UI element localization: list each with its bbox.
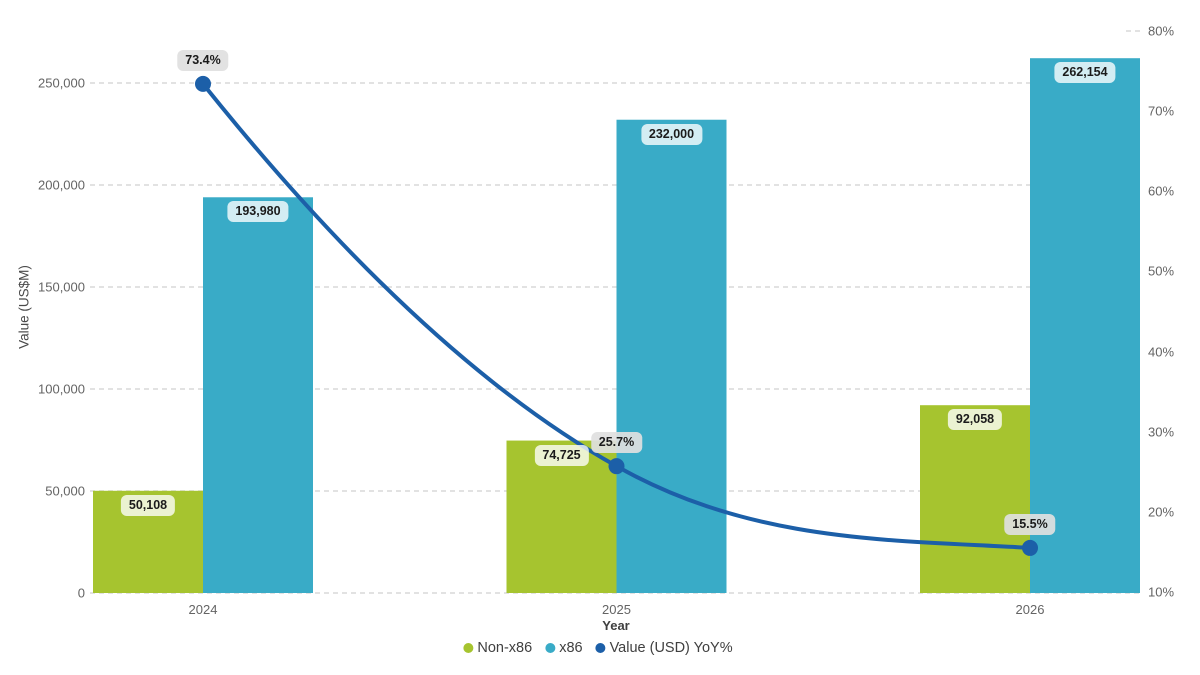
bar-x86-2026[interactable] <box>1030 58 1140 594</box>
yoy-point-2025[interactable] <box>608 458 625 475</box>
legend-dot-icon <box>545 643 556 653</box>
y-axis-tick-left: 0 <box>77 585 85 601</box>
legend-label: Value (USD) YoY% <box>609 640 733 656</box>
bar-x86-2025[interactable] <box>616 119 727 593</box>
yoy-point-2026[interactable] <box>1022 539 1038 556</box>
legend-dot-icon <box>595 643 606 653</box>
y-axis-tick-right: 60% <box>1148 183 1175 199</box>
y-axis-tick-left: 100,000 <box>38 381 85 397</box>
legend-item-Value (USD) YoY%[interactable]: Value (USD) YoY% <box>595 640 733 656</box>
x-axis-tick-2026: 2026 <box>1015 602 1045 617</box>
legend-item-x86[interactable]: x86 <box>545 640 583 656</box>
y-axis-left: 0 50,000 100,000 150,000 200,000 250,000 <box>0 0 85 675</box>
legend-label: x86 <box>559 640 583 656</box>
legend: Non-x86 x86 Value (USD) YoY% <box>463 640 733 656</box>
y-axis-tick-right: 10% <box>1148 584 1175 600</box>
bar-x86-2024[interactable] <box>203 197 313 593</box>
bar-Non-x86-2025[interactable] <box>506 440 617 593</box>
y-axis-tick-left: 250,000 <box>38 75 85 91</box>
legend-item-Non-x86[interactable]: Non-x86 <box>463 640 532 656</box>
y-axis-tick-right: 80% <box>1148 23 1175 39</box>
x-axis-title: Year <box>602 618 630 633</box>
y-axis-tick-right: 50% <box>1148 263 1175 279</box>
bar-Non-x86-2026[interactable] <box>920 405 1030 593</box>
y-axis-tick-left: 50,000 <box>45 483 85 499</box>
y-axis-tick-right: 70% <box>1148 103 1175 119</box>
x-axis-tick-2024: 2024 <box>188 602 218 617</box>
x-axis-tick-2025: 2025 <box>602 602 631 617</box>
y-axis-tick-right: 20% <box>1148 504 1175 520</box>
legend-label: Non-x86 <box>477 640 533 656</box>
y-axis-tick-right: 40% <box>1148 344 1175 360</box>
yoy-point-2024[interactable] <box>195 75 211 92</box>
y-axis-right: 10% 20% 30% 40% 50% 60% 70% 80% <box>1148 0 1200 675</box>
y-axis-title: Value (US$M) <box>16 265 32 349</box>
yoy-line <box>201 81 1032 550</box>
y-axis-tick-left: 150,000 <box>38 279 85 295</box>
y-axis-tick-right: 30% <box>1148 424 1175 440</box>
legend-dot-icon <box>463 643 474 653</box>
y-axis-tick-left: 200,000 <box>38 177 85 193</box>
